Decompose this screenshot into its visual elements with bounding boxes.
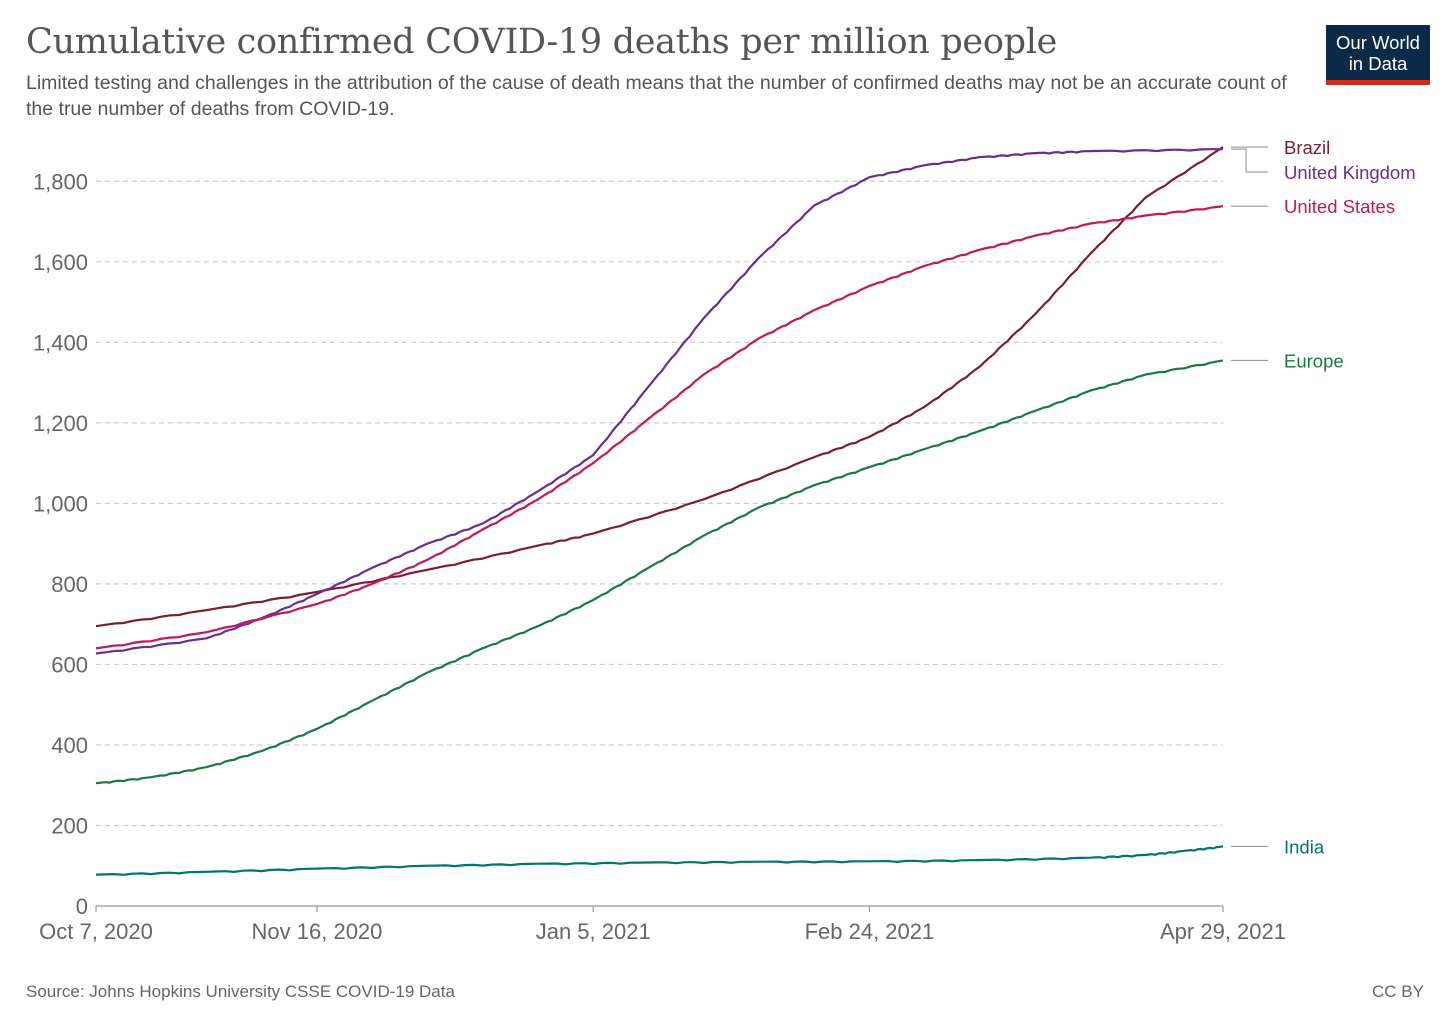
y-tick-label: 600 xyxy=(51,652,88,677)
series-label-europe[interactable]: Europe xyxy=(1284,350,1344,371)
source-note: Source: Johns Hopkins University CSSE CO… xyxy=(26,982,455,1001)
y-tick-label: 1,600 xyxy=(33,250,88,275)
logo-line-1: Our World xyxy=(1336,32,1420,53)
x-tick-label: Apr 29, 2021 xyxy=(1160,919,1286,944)
series-line-united-kingdom[interactable] xyxy=(95,148,1224,655)
x-tick-label: Oct 7, 2020 xyxy=(39,919,153,944)
chart-subtitle: Limited testing and challenges in the at… xyxy=(26,72,1287,120)
y-tick-label: 400 xyxy=(51,733,88,758)
y-tick-label: 1,200 xyxy=(33,411,88,436)
series-label-united-kingdom[interactable]: United Kingdom xyxy=(1284,162,1416,183)
series-label-india[interactable]: India xyxy=(1284,836,1325,857)
series-labels: Brazil United Kingdom United States Europe I… xyxy=(1231,137,1416,857)
series-line-brazil[interactable] xyxy=(95,146,1224,628)
x-tick-label: Jan 5, 2021 xyxy=(536,919,651,944)
owid-logo[interactable]: Our World in Data xyxy=(1326,25,1430,85)
series-lines xyxy=(95,146,1224,876)
logo-line-2: in Data xyxy=(1348,53,1408,74)
license-link[interactable]: CC BY xyxy=(1372,982,1424,1001)
x-tick-label: Nov 16, 2020 xyxy=(252,919,383,944)
y-tick-label: 0 xyxy=(76,894,88,919)
y-tick-label: 1,800 xyxy=(33,169,88,194)
x-tick-label: Feb 24, 2021 xyxy=(805,919,935,944)
grid-lines xyxy=(96,180,1223,827)
y-tick-label: 200 xyxy=(51,813,88,838)
y-tick-label: 1,000 xyxy=(33,491,88,516)
series-label-brazil[interactable]: Brazil xyxy=(1284,137,1330,158)
y-tick-label: 1,400 xyxy=(33,330,88,355)
y-axis: 0 200 400 600 800 1,000 1,200 1,400 1,600 1,800 xyxy=(33,169,88,919)
series-line-india[interactable] xyxy=(95,845,1224,876)
series-line-europe[interactable] xyxy=(95,359,1224,785)
y-tick-label: 800 xyxy=(51,572,88,597)
x-axis: Oct 7, 2020 Nov 16, 2020 Jan 5, 2021 Feb 24… xyxy=(39,905,1286,944)
chart-title: Cumulative confirmed COVID-19 deaths per… xyxy=(26,22,1058,62)
label-connector xyxy=(1231,148,1268,173)
series-line-united-states[interactable] xyxy=(95,205,1224,650)
series-label-united-states[interactable]: United States xyxy=(1284,196,1395,217)
